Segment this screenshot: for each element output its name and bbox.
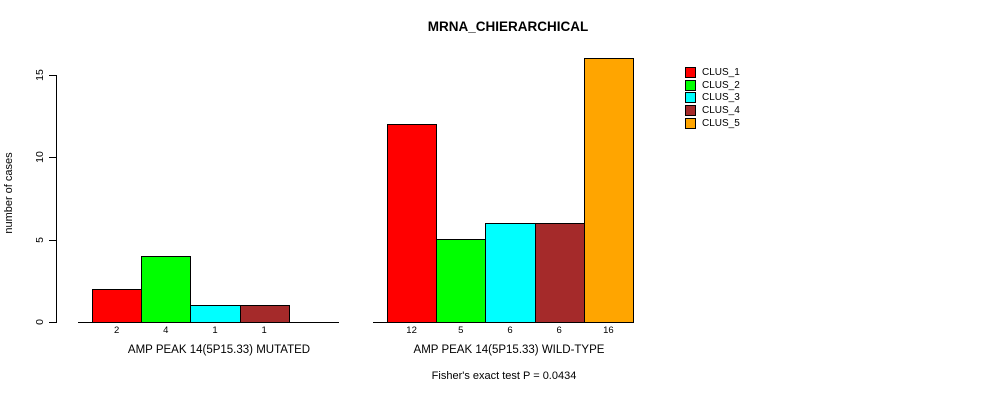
- legend-label: CLUS_5: [702, 118, 740, 130]
- bar-clus_1: [92, 289, 143, 323]
- legend-item-clus_5: CLUS_5: [685, 117, 740, 130]
- chart-title: MRNA_CHIERARCHICAL: [427, 19, 589, 34]
- bar-value-label: 4: [163, 325, 169, 336]
- bar-value-label: 6: [556, 325, 562, 336]
- bar-value-label: 5: [458, 325, 464, 336]
- bar-clus_2: [436, 239, 487, 323]
- y-axis-label: number of cases: [3, 152, 15, 234]
- bar-clus_4: [239, 305, 290, 323]
- legend-item-clus_1: CLUS_1: [685, 66, 740, 79]
- bar-value-label: 1: [212, 325, 218, 336]
- legend: CLUS_1 CLUS_2 CLUS_3 CLUS_4 CLUS_5: [685, 66, 740, 130]
- fisher-test-annotation: Fisher's exact test P = 0.0434: [431, 370, 577, 382]
- legend-label: CLUS_1: [702, 66, 740, 78]
- legend-swatch-icon: [685, 105, 696, 117]
- bar-value-label: 6: [507, 325, 513, 336]
- legend-swatch-icon: [685, 66, 696, 78]
- bar-clus_5: [583, 58, 634, 323]
- y-axis-tick-label: 10: [34, 151, 46, 163]
- legend-swatch-icon: [685, 92, 696, 104]
- bar-value-label: 16: [603, 325, 614, 336]
- legend-swatch-icon: [685, 118, 696, 130]
- legend-label: CLUS_2: [702, 79, 740, 91]
- y-axis-tick-label: 5: [34, 236, 46, 243]
- bar-clus_1: [387, 124, 438, 323]
- bar-value-label: 1: [261, 325, 267, 336]
- legend-label: CLUS_3: [702, 92, 740, 104]
- legend-item-clus_3: CLUS_3: [685, 92, 740, 105]
- legend-item-clus_4: CLUS_4: [685, 104, 740, 117]
- legend-label: CLUS_4: [702, 105, 740, 117]
- y-axis-tick-label: 0: [34, 319, 46, 325]
- bar-clus_4: [534, 223, 585, 323]
- x-axis-label-wild-type: AMP PEAK 14(5P15.33) WILD-TYPE: [413, 344, 605, 356]
- y-axis-line: [56, 74, 57, 323]
- y-axis-tick: [49, 239, 56, 241]
- y-axis-tick: [49, 322, 56, 323]
- y-axis-tick: [49, 157, 56, 158]
- bar-value-label: 2: [113, 325, 120, 336]
- y-axis-tick-label: 15: [34, 68, 46, 81]
- y-axis-tick: [49, 74, 56, 76]
- legend-swatch-icon: [685, 79, 696, 91]
- bar-clus_3: [190, 305, 241, 323]
- legend-item-clus_2: CLUS_2: [685, 79, 740, 92]
- bar-value-label: 12: [406, 325, 417, 336]
- x-axis-label-mutated: AMP PEAK 14(5P15.33) MUTATED: [127, 344, 311, 356]
- bar-clus_3: [485, 223, 536, 323]
- bar-clus_2: [141, 256, 192, 323]
